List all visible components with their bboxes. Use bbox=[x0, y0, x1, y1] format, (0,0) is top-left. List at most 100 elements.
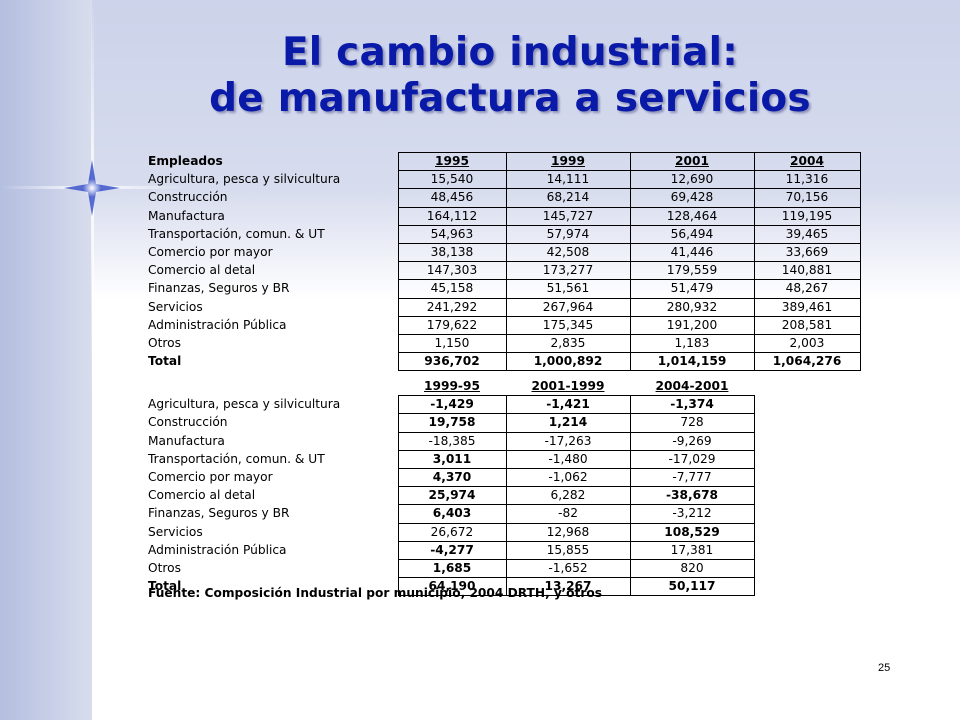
slide-title-line-2: de manufactura a servicios bbox=[209, 76, 811, 121]
sparkle-star-decoration bbox=[0, 0, 190, 400]
value-cell: 57,974 bbox=[505, 224, 631, 244]
value-cell: 208,581 bbox=[753, 315, 861, 335]
value-cell: 14,111 bbox=[505, 170, 631, 190]
table-row: Otros 1,685 -1,652 820 bbox=[146, 558, 755, 579]
value-cell: 70,156 bbox=[753, 188, 861, 208]
table-row: Servicios 241,292 267,964 280,932 389,461 bbox=[146, 297, 861, 317]
value-cell: 119,195 bbox=[753, 206, 861, 226]
change-cell: 6,403 bbox=[397, 504, 507, 524]
employment-table: Empleados 1995 1999 2001 2004 Agricultura, pe… bbox=[146, 151, 861, 372]
slide-number: 25 bbox=[878, 662, 891, 674]
value-cell: 2,835 bbox=[505, 333, 631, 354]
table-row: Agricultura, pesca y silvicultura 15,540 1… bbox=[146, 170, 861, 190]
value-cell: 15,540 bbox=[397, 170, 507, 190]
value-cell: 280,932 bbox=[629, 297, 755, 317]
change-cell: 4,370 bbox=[397, 467, 507, 488]
change-cell: 26,672 bbox=[397, 522, 507, 542]
value-cell: 179,622 bbox=[397, 315, 507, 335]
value-cell: 69,428 bbox=[629, 188, 755, 208]
change-cell: 12,968 bbox=[505, 522, 631, 542]
value-cell: 175,345 bbox=[505, 315, 631, 335]
table-row: Comercio al detal 147,303 173,277 179,559 14… bbox=[146, 261, 861, 281]
change-cell: -3,212 bbox=[629, 504, 755, 524]
change-cell: 820 bbox=[629, 558, 755, 579]
total-row: Total 64,190 13,267 50,117 bbox=[146, 577, 755, 597]
value-cell: 140,881 bbox=[753, 261, 861, 281]
value-cell: 164,112 bbox=[397, 206, 507, 226]
row-label: Agricultura, pesca y silvicultura bbox=[148, 397, 341, 412]
value-cell: 1,150 bbox=[397, 333, 507, 354]
table-row: Construcción 48,456 68,214 69,428 70,156 bbox=[146, 188, 861, 208]
value-cell: 179,559 bbox=[629, 261, 755, 281]
total-cell: 1,014,159 bbox=[629, 352, 755, 372]
table-row: Manufactura -18,385 -17,263 -9,269 bbox=[146, 431, 755, 451]
value-cell: 51,479 bbox=[629, 279, 755, 299]
year-header: 2001 bbox=[629, 151, 755, 172]
row-label: Manufactura bbox=[148, 208, 225, 223]
table-row: Administración Pública -4,277 15,855 17,381 bbox=[146, 540, 755, 560]
value-cell: 48,456 bbox=[397, 188, 507, 208]
row-label: Otros bbox=[148, 560, 181, 575]
table-row: Servicios 26,672 12,968 108,529 bbox=[146, 522, 755, 542]
row-label: Servicios bbox=[148, 524, 203, 539]
value-cell: 51,561 bbox=[505, 279, 631, 299]
change-cell: 25,974 bbox=[397, 486, 507, 506]
change-cell: 728 bbox=[629, 413, 755, 433]
table-header-row: Empleados 1995 1999 2001 2004 bbox=[146, 151, 861, 172]
row-label: Comercio por mayor bbox=[148, 470, 273, 485]
change-cell: -1,374 bbox=[629, 395, 755, 415]
change-cell: -1,062 bbox=[505, 467, 631, 488]
change-cell: 1,214 bbox=[505, 413, 631, 433]
value-cell: 191,200 bbox=[629, 315, 755, 335]
row-label: Transportación, comun. & UT bbox=[148, 451, 325, 466]
row-label: Administración Pública bbox=[148, 317, 287, 332]
year-header: 1999 bbox=[505, 151, 631, 172]
row-label: Finanzas, Seguros y BR bbox=[148, 281, 290, 296]
year-header: 2004 bbox=[753, 151, 861, 172]
total-label: Total bbox=[148, 579, 182, 594]
row-label: Finanzas, Seguros y BR bbox=[148, 506, 290, 521]
value-cell: 68,214 bbox=[505, 188, 631, 208]
row-label: Construcción bbox=[148, 415, 228, 430]
value-cell: 147,303 bbox=[397, 261, 507, 281]
period-header: 2004-2001 bbox=[655, 379, 729, 394]
total-label: Total bbox=[148, 354, 182, 369]
value-cell: 128,464 bbox=[629, 206, 755, 226]
table-row: Administración Pública 179,622 175,345 191,… bbox=[146, 315, 861, 335]
value-cell: 56,494 bbox=[629, 224, 755, 244]
value-cell: 2,003 bbox=[753, 333, 861, 354]
change-cell: -1,652 bbox=[505, 558, 631, 579]
total-cell: 50,117 bbox=[629, 577, 755, 597]
row-label: Administración Pública bbox=[148, 542, 287, 557]
period-header: 2001-1999 bbox=[531, 379, 605, 394]
period-header: 1999-95 bbox=[424, 379, 480, 394]
value-cell: 33,669 bbox=[753, 242, 861, 263]
value-cell: 389,461 bbox=[753, 297, 861, 317]
table-row: Comercio al detal 25,974 6,282 -38,678 bbox=[146, 486, 755, 506]
change-cell: 6,282 bbox=[505, 486, 631, 506]
table-row: Comercio por mayor 38,138 42,508 41,446 33,6… bbox=[146, 242, 861, 263]
row-label: Manufactura bbox=[148, 433, 225, 448]
change-cell: -17,263 bbox=[505, 431, 631, 451]
row-label: Comercio por mayor bbox=[148, 245, 273, 260]
table-row: Construcción 19,758 1,214 728 bbox=[146, 413, 755, 433]
table-row: Transportación, comun. & UT 3,011 -1,480 -1… bbox=[146, 449, 755, 469]
table-row: Finanzas, Seguros y BR 6,403 -82 -3,212 bbox=[146, 504, 755, 524]
change-cell: -1,480 bbox=[505, 449, 631, 469]
change-cell: -82 bbox=[505, 504, 631, 524]
change-cell: 1,685 bbox=[397, 558, 507, 579]
table-row: Manufactura 164,112 145,727 128,464 119,195 bbox=[146, 206, 861, 226]
row-label: Agricultura, pesca y silvicultura bbox=[148, 172, 341, 187]
change-cell: -38,678 bbox=[629, 486, 755, 506]
row-label: Otros bbox=[148, 335, 181, 350]
value-cell: 39,465 bbox=[753, 224, 861, 244]
row-label: Comercio al detal bbox=[148, 263, 256, 278]
change-cell: 17,381 bbox=[629, 540, 755, 560]
value-cell: 41,446 bbox=[629, 242, 755, 263]
source-note: Fuente: Composición Industrial por munic… bbox=[148, 586, 602, 600]
value-cell: 11,316 bbox=[753, 170, 861, 190]
total-cell: 1,064,276 bbox=[753, 352, 861, 372]
total-row: Total 936,702 1,000,892 1,014,159 1,064,276 bbox=[146, 352, 861, 372]
row-label: Servicios bbox=[148, 299, 203, 314]
value-cell: 173,277 bbox=[505, 261, 631, 281]
